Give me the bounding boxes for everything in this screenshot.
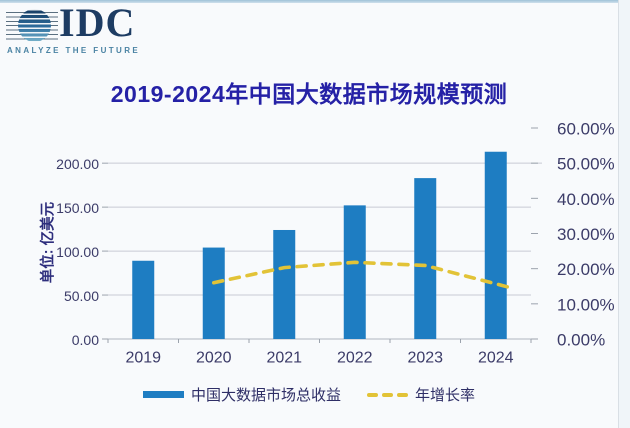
left-axis-tick-label: 0.00 [72, 332, 99, 348]
background-right-edge [618, 0, 630, 428]
right-axis-tick-label: 60.00% [557, 120, 615, 139]
x-axis-label: 2024 [478, 350, 514, 367]
legend-dashed-line-swatch [367, 392, 408, 397]
bar-2020 [202, 247, 225, 339]
x-axis-label: 2019 [125, 350, 161, 367]
legend-item-growth: 年增长率 [367, 384, 475, 405]
logo-wordmark: IDC [59, 0, 136, 45]
legend-item-revenue: 中国大数据市场总收益 [142, 384, 341, 405]
left-axis-tick-label: 50.00 [64, 288, 99, 304]
right-axis-tick-label: 10.00% [557, 295, 615, 314]
x-axis-label: 2020 [196, 350, 232, 367]
legend-label-growth: 年增长率 [415, 387, 476, 404]
logo-tagline: ANALYZE THE FUTURE [7, 46, 141, 55]
bar-2023 [414, 178, 437, 339]
legend-bar-swatch [142, 391, 184, 398]
right-axis-tick-label: 0.00% [557, 331, 605, 350]
x-axis-label: 2023 [407, 350, 443, 367]
bar-2022 [343, 205, 366, 339]
bar-2024 [484, 151, 507, 339]
legend: 中国大数据市场总收益 年增长率 [0, 384, 618, 405]
bar-2019 [132, 260, 155, 339]
chart-title: 2019-2024年中国大数据市场规模预测 [110, 81, 508, 107]
x-axis-label: 2021 [266, 350, 302, 367]
bar-2021 [273, 229, 296, 339]
top-border-strip [0, 0, 630, 3]
right-axis-tick-label: 50.00% [557, 155, 615, 174]
globe-icon [18, 9, 51, 42]
right-axis-tick-label: 40.00% [557, 190, 615, 209]
left-axis-tick-label: 100.00 [56, 244, 99, 260]
right-axis-tick-label: 30.00% [557, 225, 615, 244]
x-axis-label: 2022 [337, 350, 373, 367]
legend-label-revenue: 中国大数据市场总收益 [190, 387, 341, 404]
growth-rate-line [212, 260, 511, 289]
right-axis-tick-label: 20.00% [557, 260, 615, 279]
left-axis-tick-label: 150.00 [56, 200, 99, 216]
idc-logo: IDC ANALYZE THE FUTURE [6, 1, 138, 56]
left-axis-tick-label: 200.00 [56, 156, 99, 172]
